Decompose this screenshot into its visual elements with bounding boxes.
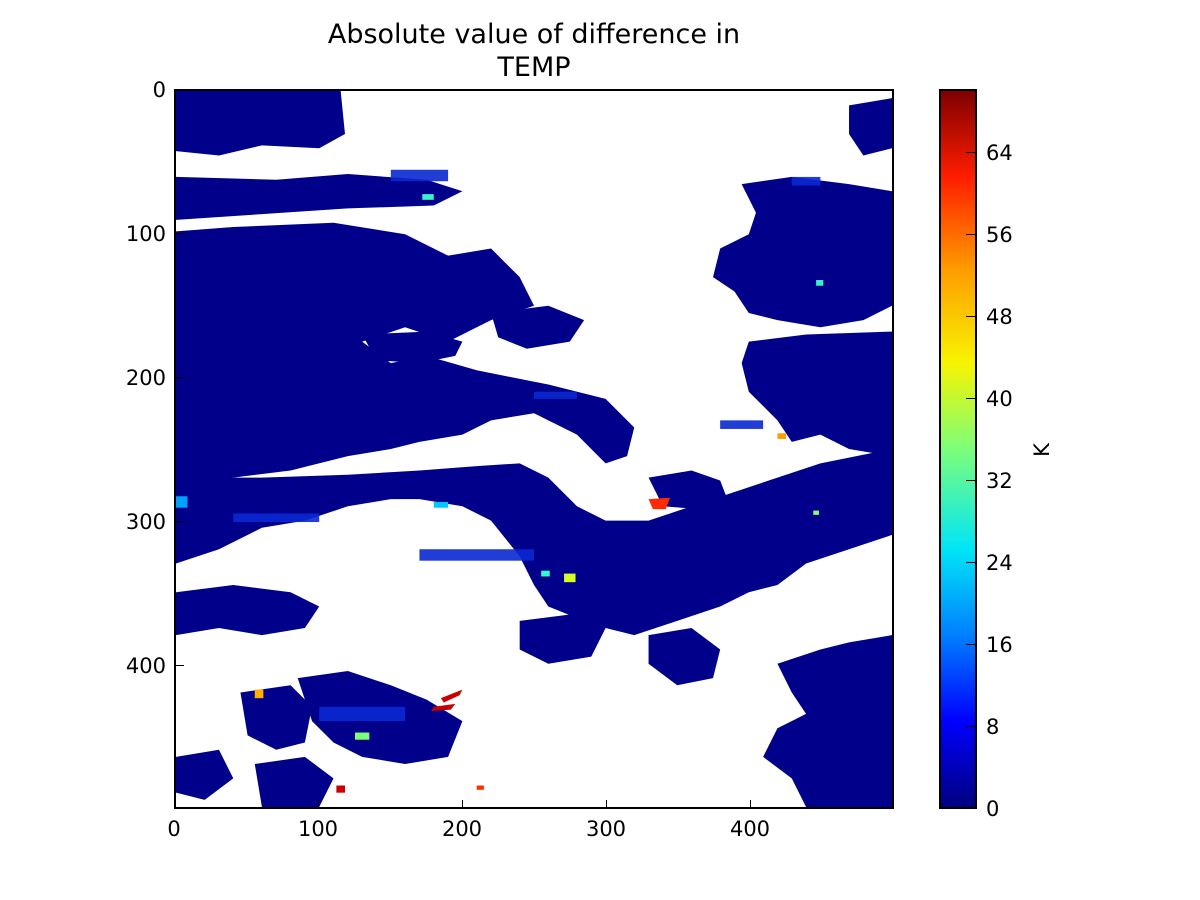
y-tick-mark — [176, 233, 184, 234]
x-tick-mark — [606, 800, 607, 808]
x-tick-label: 200 — [441, 817, 483, 841]
chart-title: Absolute value of difference in TEMP — [327, 19, 741, 83]
x-tick-label: 100 — [297, 817, 339, 841]
colorbar-tick-mark — [966, 480, 975, 481]
colorbar-tick-label: 16 — [986, 633, 1013, 657]
colorbar-tick-label: 64 — [986, 141, 1013, 165]
colorbar-tick-label: 56 — [986, 223, 1013, 247]
colorbar-tick-mark — [966, 644, 975, 645]
colorbar-tick-label: 48 — [986, 305, 1013, 329]
x-tick-mark — [462, 800, 463, 808]
y-tick-label: 400 — [125, 654, 166, 678]
colorbar-tick-label: 24 — [986, 551, 1013, 575]
x-tick-label: 300 — [585, 817, 627, 841]
heatmap-plot-area — [174, 89, 894, 809]
heatmap-image — [176, 91, 892, 807]
x-tick-mark — [318, 800, 319, 808]
colorbar-tick-label: 0 — [986, 797, 1000, 821]
colorbar-label: K — [1030, 443, 1054, 457]
colorbar-tick-mark — [966, 398, 975, 399]
colorbar-tick-label: 32 — [986, 469, 1013, 493]
x-tick-mark — [750, 800, 751, 808]
y-tick-label: 0 — [152, 78, 166, 102]
colorbar-tick-mark — [966, 316, 975, 317]
y-tick-mark — [176, 521, 184, 522]
y-tick-label: 300 — [125, 510, 166, 534]
colorbar-tick-mark — [966, 234, 975, 235]
colorbar-tick-label: 40 — [986, 387, 1013, 411]
colorbar — [939, 89, 977, 809]
y-tick-label: 200 — [125, 366, 166, 390]
colorbar-tick-mark — [966, 562, 975, 563]
colorbar-tick-mark — [966, 726, 975, 727]
x-tick-label: 0 — [167, 817, 181, 841]
y-tick-label: 100 — [125, 222, 166, 246]
y-tick-mark — [176, 665, 184, 666]
x-tick-label: 400 — [729, 817, 771, 841]
y-tick-mark — [176, 377, 184, 378]
colorbar-tick-label: 8 — [986, 715, 1000, 739]
colorbar-tick-mark — [966, 152, 975, 153]
